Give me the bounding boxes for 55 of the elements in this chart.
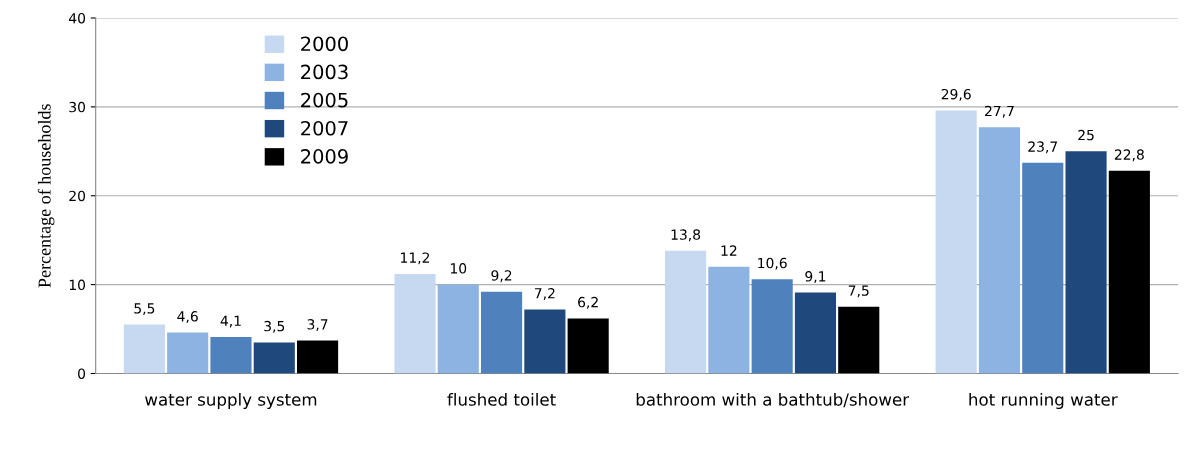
data-label: 22,8 (1114, 149, 1144, 162)
bar (708, 266, 750, 374)
bar (567, 318, 609, 374)
x-tick-label: flushed toilet (447, 392, 556, 406)
data-label: 7,5 (848, 285, 869, 298)
data-label: 12 (721, 245, 737, 256)
y-tick-label: 20 (69, 190, 86, 202)
data-label: 4,1 (220, 315, 241, 328)
y-tick-label: 30 (69, 101, 86, 113)
data-label: 3,5 (264, 320, 285, 333)
bar (1022, 162, 1064, 374)
data-label: 29,6 (941, 88, 971, 101)
y-tick-label: 10 (69, 279, 86, 291)
bar (665, 250, 707, 374)
legend-label: 2009 (301, 149, 348, 164)
x-tick-label: bathroom with a bathtub/shower (636, 392, 910, 408)
x-tick-label: water supply system (145, 392, 317, 410)
bar (481, 291, 523, 374)
data-label: 23,7 (1028, 141, 1058, 154)
legend-label: 2000 (301, 36, 348, 52)
data-label: 3,7 (307, 319, 328, 332)
data-label: 9,1 (805, 271, 826, 284)
bar (1108, 170, 1150, 374)
bar (437, 284, 479, 374)
x-tick-label: hot running water (969, 392, 1118, 410)
bar (524, 309, 566, 374)
bar (794, 292, 837, 374)
y-tick-label: 40 (68, 12, 86, 24)
legend-label: 2003 (301, 64, 348, 80)
bar (935, 110, 977, 374)
data-label: 13,8 (671, 229, 701, 242)
data-label: 25 (1078, 129, 1094, 141)
data-label: 5,5 (134, 303, 155, 316)
bar (978, 127, 1021, 374)
data-label: 6,2 (578, 296, 598, 309)
legend-label: 2007 (301, 120, 348, 136)
y-axis-title: Percentage of households (37, 104, 55, 288)
bar (394, 273, 436, 374)
data-label: 11,2 (401, 252, 430, 265)
bar (838, 306, 880, 374)
data-label: 9,2 (491, 270, 512, 283)
data-label: 10,6 (758, 257, 787, 270)
data-label: 10 (450, 263, 467, 274)
bar (210, 337, 252, 374)
y-tick-label: 0 (78, 368, 86, 379)
bar (1065, 151, 1107, 374)
data-label: 27,7 (985, 105, 1014, 118)
data-label: 7,2 (534, 287, 555, 300)
bar (123, 324, 165, 374)
data-label: 4,6 (177, 311, 198, 324)
bar (253, 342, 295, 374)
bar (297, 340, 339, 374)
legend-label: 2005 (301, 92, 348, 108)
bar (167, 332, 209, 374)
bar (751, 279, 793, 374)
